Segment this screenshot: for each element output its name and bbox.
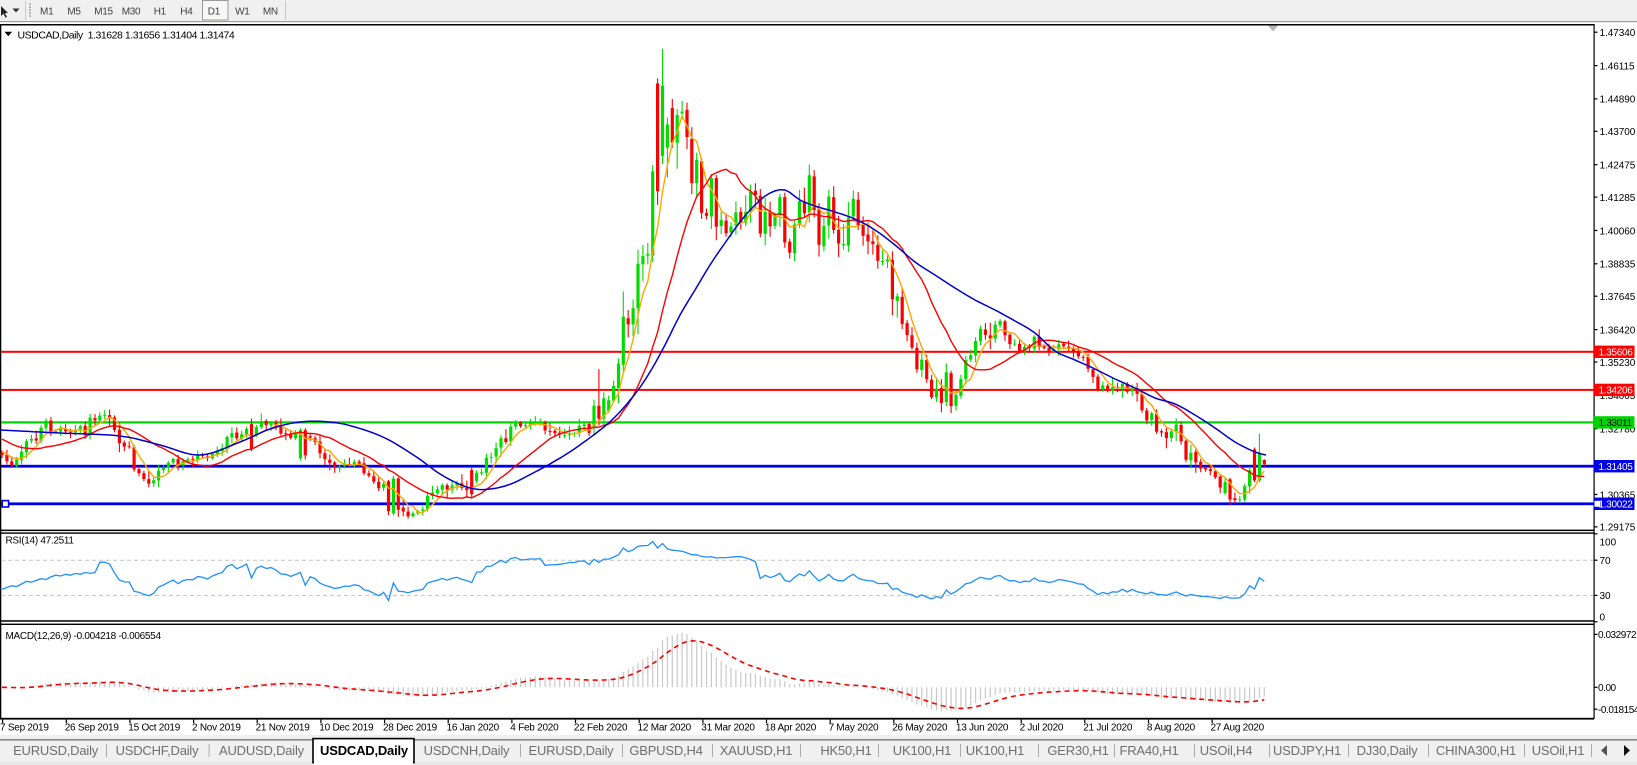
svg-text:18 Apr 2020: 18 Apr 2020 — [765, 723, 817, 734]
svg-text:GBPUSD,H4: GBPUSD,H4 — [629, 743, 702, 758]
svg-text:2 Nov 2019: 2 Nov 2019 — [192, 723, 241, 734]
svg-text:21 Jul 2020: 21 Jul 2020 — [1083, 723, 1133, 734]
svg-text:1.42475: 1.42475 — [1600, 161, 1636, 172]
svg-text:1.34206: 1.34206 — [1599, 386, 1634, 397]
svg-text:31 Mar 2020: 31 Mar 2020 — [701, 723, 755, 734]
svg-text:USDCAD,Daily: USDCAD,Daily — [320, 743, 409, 758]
svg-text:USDCAD,Daily 1.31628 1.31656: USDCAD,Daily 1.31628 1.31656 1.31404 1.3… — [18, 29, 235, 41]
svg-text:HK50,H1: HK50,H1 — [820, 743, 871, 758]
svg-text:DJ30,Daily: DJ30,Daily — [1357, 743, 1419, 758]
svg-text:100: 100 — [1600, 538, 1617, 549]
svg-text:MN: MN — [263, 7, 278, 18]
svg-text:MACD(12,26,9) -0.004218 -0.006: MACD(12,26,9) -0.004218 -0.006554 — [6, 631, 162, 642]
svg-text:H1: H1 — [154, 7, 167, 18]
svg-text:70: 70 — [1600, 556, 1612, 567]
svg-text:USDCHF,Daily: USDCHF,Daily — [116, 743, 200, 758]
svg-text:XAUUSD,H1: XAUUSD,H1 — [720, 743, 793, 758]
svg-text:1.38835: 1.38835 — [1600, 260, 1636, 271]
svg-text:8 Aug 2020: 8 Aug 2020 — [1147, 723, 1196, 734]
svg-text:W1: W1 — [235, 7, 250, 18]
svg-text:FRA40,H1: FRA40,H1 — [1119, 743, 1178, 758]
svg-text:22 Feb 2020: 22 Feb 2020 — [574, 723, 628, 734]
svg-text:1.36420: 1.36420 — [1600, 325, 1636, 336]
svg-text:-0.018154: -0.018154 — [1598, 705, 1637, 716]
svg-text:1.47340: 1.47340 — [1600, 28, 1636, 39]
svg-text:1.40060: 1.40060 — [1600, 226, 1636, 237]
svg-text:1.37645: 1.37645 — [1600, 292, 1636, 303]
svg-text:16 Jan 2020: 16 Jan 2020 — [447, 723, 500, 734]
svg-text:UK100,H1: UK100,H1 — [893, 743, 951, 758]
svg-text:15 Oct 2019: 15 Oct 2019 — [128, 723, 180, 734]
svg-text:1.31405: 1.31405 — [1599, 462, 1634, 473]
svg-text:M1: M1 — [40, 7, 54, 18]
svg-text:21 Nov 2019: 21 Nov 2019 — [256, 723, 311, 734]
svg-text:1.46115: 1.46115 — [1600, 61, 1636, 72]
svg-text:7 Sep 2019: 7 Sep 2019 — [0, 723, 49, 734]
svg-text:0: 0 — [1600, 613, 1606, 624]
svg-text:H4: H4 — [180, 7, 193, 18]
svg-text:UK100,H1: UK100,H1 — [966, 743, 1024, 758]
svg-text:26 May 2020: 26 May 2020 — [892, 723, 948, 734]
svg-text:28 Dec 2019: 28 Dec 2019 — [383, 723, 438, 734]
svg-text:0.032972: 0.032972 — [1598, 630, 1637, 641]
svg-text:1.34005: 1.34005 — [1600, 391, 1636, 402]
svg-text:1.32780: 1.32780 — [1600, 425, 1636, 436]
svg-text:EURUSD,Daily: EURUSD,Daily — [13, 743, 99, 758]
svg-text:1.41285: 1.41285 — [1600, 193, 1636, 204]
svg-text:26 Sep 2019: 26 Sep 2019 — [65, 723, 120, 734]
svg-text:AUDUSD,Daily: AUDUSD,Daily — [219, 743, 305, 758]
svg-text:30: 30 — [1600, 591, 1612, 602]
svg-text:RSI(14) 47.2511: RSI(14) 47.2511 — [6, 536, 75, 547]
svg-text:1.43700: 1.43700 — [1600, 127, 1636, 138]
svg-text:USDJPY,H1: USDJPY,H1 — [1273, 743, 1341, 758]
svg-text:1.30022: 1.30022 — [1599, 500, 1634, 511]
svg-text:D1: D1 — [208, 7, 221, 18]
svg-text:0.00: 0.00 — [1598, 683, 1617, 694]
svg-text:13 Jun 2020: 13 Jun 2020 — [956, 723, 1009, 734]
svg-text:GER30,H1: GER30,H1 — [1047, 743, 1108, 758]
svg-text:4 Feb 2020: 4 Feb 2020 — [510, 723, 559, 734]
svg-text:12 Mar 2020: 12 Mar 2020 — [638, 723, 692, 734]
svg-text:M15: M15 — [94, 7, 113, 18]
svg-text:M30: M30 — [122, 7, 141, 18]
svg-text:CHINA300,H1: CHINA300,H1 — [1436, 743, 1516, 758]
svg-text:1.33011: 1.33011 — [1599, 418, 1633, 429]
svg-text:10 Dec 2019: 10 Dec 2019 — [319, 723, 374, 734]
svg-text:EURUSD,Daily: EURUSD,Daily — [528, 743, 614, 758]
svg-text:1.35606: 1.35606 — [1599, 348, 1634, 359]
svg-text:1.30365: 1.30365 — [1600, 490, 1636, 501]
svg-text:M5: M5 — [67, 7, 81, 18]
svg-text:1.44890: 1.44890 — [1600, 95, 1636, 106]
svg-text:27 Aug 2020: 27 Aug 2020 — [1211, 723, 1265, 734]
svg-text:USOil,H1: USOil,H1 — [1532, 743, 1585, 758]
svg-text:1.35230: 1.35230 — [1600, 358, 1636, 369]
svg-text:USDCNH,Daily: USDCNH,Daily — [424, 743, 510, 758]
svg-text:1.29175: 1.29175 — [1600, 523, 1636, 534]
svg-text:2 Jul 2020: 2 Jul 2020 — [1020, 723, 1064, 734]
svg-text:7 May 2020: 7 May 2020 — [829, 723, 879, 734]
svg-text:USOil,H4: USOil,H4 — [1200, 743, 1253, 758]
